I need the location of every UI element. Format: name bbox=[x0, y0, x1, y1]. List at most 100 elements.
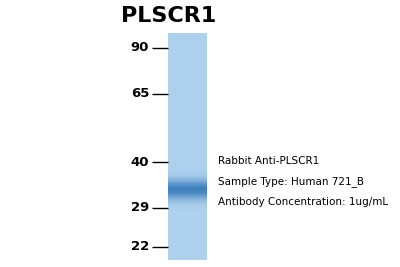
Bar bbox=[168, 71, 207, 72]
Bar bbox=[168, 252, 207, 253]
Bar bbox=[168, 156, 207, 157]
Bar bbox=[168, 63, 207, 64]
Bar bbox=[168, 127, 207, 128]
Bar bbox=[168, 228, 207, 229]
Bar bbox=[168, 197, 207, 198]
Bar bbox=[168, 74, 207, 75]
Bar bbox=[168, 198, 207, 199]
Bar bbox=[168, 254, 207, 255]
Bar bbox=[168, 33, 207, 34]
Bar bbox=[168, 46, 207, 47]
Bar bbox=[168, 214, 207, 215]
Bar bbox=[168, 115, 207, 116]
Bar bbox=[168, 100, 207, 101]
Bar bbox=[168, 67, 207, 68]
Bar bbox=[168, 190, 207, 191]
Bar bbox=[168, 181, 207, 182]
Text: Rabbit Anti-PLSCR1: Rabbit Anti-PLSCR1 bbox=[218, 156, 320, 166]
Text: PLSCR1: PLSCR1 bbox=[121, 6, 216, 26]
Bar bbox=[168, 179, 207, 180]
Bar bbox=[168, 69, 207, 70]
Bar bbox=[168, 227, 207, 228]
Bar bbox=[168, 210, 207, 211]
Text: 65: 65 bbox=[131, 87, 149, 100]
Bar bbox=[168, 113, 207, 114]
Bar bbox=[168, 161, 207, 162]
Text: Sample Type: Human 721_B: Sample Type: Human 721_B bbox=[218, 176, 364, 187]
Bar bbox=[168, 134, 207, 135]
Bar bbox=[168, 153, 207, 154]
Bar bbox=[168, 215, 207, 216]
Bar bbox=[168, 112, 207, 113]
Bar bbox=[168, 121, 207, 122]
Bar bbox=[168, 186, 207, 187]
Bar bbox=[168, 83, 207, 84]
Bar bbox=[168, 203, 207, 204]
Bar bbox=[168, 98, 207, 99]
Bar bbox=[168, 88, 207, 89]
Bar bbox=[168, 194, 207, 195]
Bar bbox=[168, 232, 207, 233]
Bar bbox=[168, 193, 207, 194]
Bar bbox=[168, 151, 207, 152]
Bar bbox=[168, 84, 207, 85]
Bar bbox=[168, 126, 207, 127]
Bar bbox=[168, 189, 207, 190]
Bar bbox=[168, 119, 207, 120]
Bar bbox=[168, 76, 207, 77]
Bar bbox=[168, 247, 207, 248]
Bar bbox=[168, 60, 207, 61]
Bar bbox=[168, 187, 207, 188]
Bar bbox=[168, 136, 207, 137]
Bar bbox=[168, 162, 207, 163]
Bar bbox=[168, 250, 207, 251]
Bar bbox=[168, 222, 207, 223]
Bar bbox=[168, 205, 207, 206]
Bar bbox=[168, 229, 207, 230]
Bar bbox=[168, 200, 207, 201]
Bar bbox=[168, 239, 207, 240]
Bar bbox=[168, 255, 207, 256]
Bar bbox=[168, 191, 207, 192]
Bar bbox=[168, 45, 207, 46]
Bar bbox=[168, 68, 207, 69]
Bar bbox=[168, 226, 207, 227]
Bar bbox=[168, 96, 207, 97]
Bar bbox=[168, 157, 207, 158]
Bar bbox=[168, 77, 207, 78]
Bar bbox=[168, 116, 207, 117]
Bar bbox=[168, 175, 207, 176]
Bar bbox=[168, 185, 207, 186]
Bar bbox=[168, 139, 207, 140]
Bar bbox=[168, 43, 207, 44]
Bar bbox=[168, 86, 207, 87]
Bar bbox=[168, 44, 207, 45]
Bar bbox=[168, 133, 207, 134]
Bar bbox=[168, 36, 207, 37]
Bar bbox=[168, 144, 207, 145]
Bar bbox=[168, 54, 207, 55]
Bar bbox=[168, 257, 207, 258]
Bar bbox=[168, 117, 207, 118]
Bar bbox=[168, 172, 207, 173]
Bar bbox=[168, 140, 207, 141]
Bar bbox=[168, 241, 207, 242]
Bar bbox=[168, 109, 207, 110]
Bar bbox=[168, 192, 207, 193]
Bar bbox=[168, 177, 207, 178]
Bar bbox=[168, 103, 207, 104]
Bar bbox=[168, 110, 207, 111]
Bar bbox=[168, 216, 207, 217]
Bar bbox=[168, 142, 207, 143]
Bar bbox=[168, 97, 207, 98]
Bar bbox=[168, 91, 207, 92]
Bar bbox=[168, 49, 207, 50]
Bar bbox=[168, 213, 207, 214]
Bar bbox=[168, 242, 207, 243]
Bar bbox=[168, 131, 207, 132]
Bar bbox=[168, 135, 207, 136]
Bar bbox=[168, 72, 207, 73]
Bar bbox=[168, 93, 207, 94]
Bar bbox=[168, 158, 207, 159]
Text: Antibody Concentration: 1ug/mL: Antibody Concentration: 1ug/mL bbox=[218, 197, 388, 206]
